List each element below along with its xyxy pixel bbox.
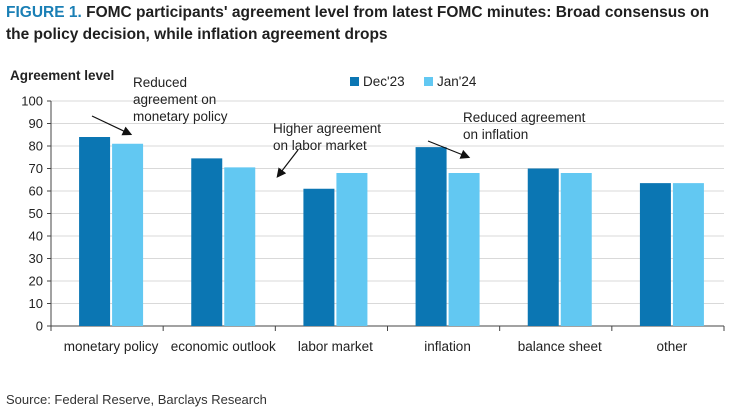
x-tick-label: other — [657, 339, 688, 354]
legend-label: Dec'23 — [363, 74, 405, 89]
title-text: FOMC participants' agreement level from … — [6, 4, 710, 43]
chart-title: FIGURE 1. FOMC participants' agreement l… — [6, 2, 726, 46]
annotation-line: on labor market — [273, 138, 367, 153]
annotation-arrow — [91, 115, 133, 136]
bar-dec23 — [191, 158, 223, 326]
x-tick-label: inflation — [424, 339, 471, 354]
annotation-arrow — [276, 149, 299, 178]
y-tick-label: 10 — [29, 296, 43, 311]
y-tick-label: 100 — [21, 94, 43, 109]
annotation-line: on inflation — [463, 127, 528, 142]
bar-dec23 — [303, 188, 335, 326]
annotation-line: monetary policy — [133, 109, 228, 124]
annotation-text: Higher agreement on labor market — [273, 121, 381, 153]
source-note: Source: Federal Reserve, Barclays Resear… — [6, 392, 267, 407]
y-axis-title: Agreement level — [10, 68, 114, 83]
annotation-line: agreement on — [133, 92, 216, 107]
bar-dec23 — [639, 183, 671, 326]
bar-dec23 — [527, 168, 559, 326]
bar-jan24 — [448, 173, 480, 326]
bar-jan24 — [560, 173, 592, 326]
y-tick-label: 70 — [29, 161, 43, 176]
legend-label: Jan'24 — [437, 74, 477, 89]
annotation-line: Reduced — [133, 75, 187, 90]
bar-jan24 — [224, 167, 256, 326]
y-tick-label: 90 — [29, 116, 43, 131]
y-tick-label: 60 — [29, 184, 43, 199]
x-tick-label: monetary policy — [64, 339, 159, 354]
y-tick-label: 80 — [29, 139, 43, 154]
bar-dec23 — [415, 147, 447, 326]
y-tick-label: 0 — [36, 319, 43, 334]
x-tick-label: balance sheet — [518, 339, 602, 354]
y-tick-label: 30 — [29, 251, 43, 266]
y-tick-label: 40 — [29, 229, 43, 244]
annotation-text: Reduced agreement on inflation — [463, 110, 586, 142]
x-tick-label: labor market — [298, 339, 373, 354]
annotation-line: Higher agreement — [273, 121, 381, 136]
figure-label: FIGURE 1. — [6, 4, 82, 21]
y-tick-label: 20 — [29, 274, 43, 289]
bar-jan24 — [672, 183, 704, 326]
annotation-text: Reduced agreement on monetary policy — [133, 75, 228, 124]
annotation-arrow — [427, 140, 471, 159]
x-tick-label: economic outlook — [171, 339, 276, 354]
bar-dec23 — [79, 137, 111, 326]
legend-swatch — [350, 77, 359, 86]
y-tick-label: 50 — [29, 206, 43, 221]
bar-jan24 — [336, 173, 368, 326]
annotation-line: Reduced agreement — [463, 110, 586, 125]
legend-swatch — [424, 77, 433, 86]
bar-jan24 — [112, 143, 144, 326]
